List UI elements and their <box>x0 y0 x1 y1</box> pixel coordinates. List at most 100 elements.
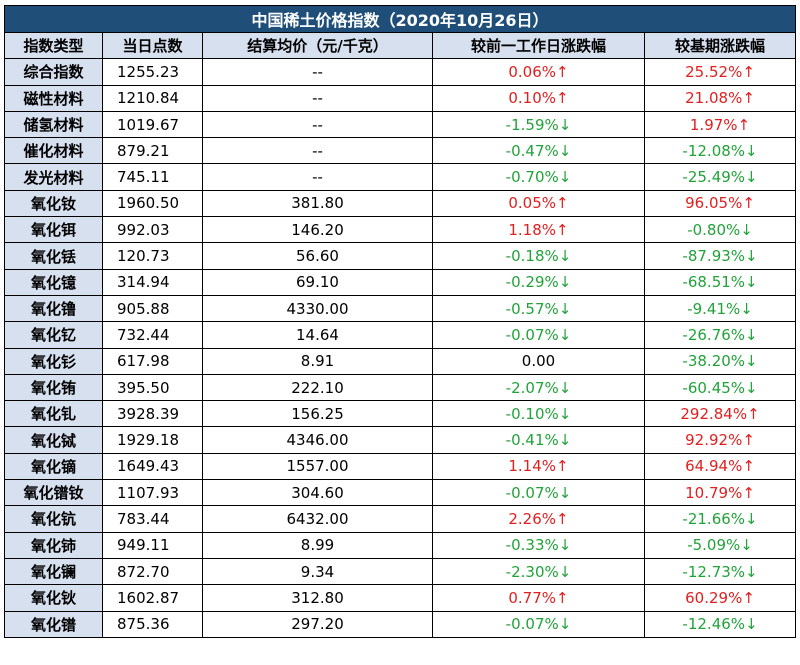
table-row: 氧化钐 617.98 8.91 0.00 -38.20%↓ <box>4 347 797 375</box>
cell-settlement-average: 56.60 <box>202 242 433 270</box>
cell-base-change: 92.92%↑ <box>643 426 797 454</box>
cell-base-change: -12.46%↓ <box>643 610 797 638</box>
cell-settlement-average: 304.60 <box>202 479 433 507</box>
cell-base-change: -60.45%↓ <box>643 373 797 402</box>
cell-base-change: -5.09%↓ <box>643 531 797 559</box>
table-row: 氧化钕 1960.50 381.80 0.05%↑ 96.05%↑ <box>4 189 797 218</box>
cell-base-change: 1.97%↑ <box>643 110 797 139</box>
table-row: 氧化镥 905.88 4330.00 -0.57%↓ -9.41%↓ <box>4 294 797 323</box>
cell-daily-points: 872.70 <box>102 557 203 586</box>
cell-base-change: -12.73%↓ <box>643 557 797 586</box>
cell-index-type: 氧化镧 <box>4 557 103 586</box>
cell-index-type: 氧化镝 <box>4 452 103 481</box>
cell-settlement-average: 4346.00 <box>202 426 433 454</box>
table-row: 氧化铕 395.50 222.10 -2.07%↓ -60.45%↓ <box>4 373 797 402</box>
cell-day-change: -0.07%↓ <box>432 321 645 349</box>
cell-settlement-average: 69.10 <box>202 268 433 296</box>
cell-day-change: 2.26%↑ <box>432 505 645 533</box>
cell-settlement-average: 222.10 <box>202 373 433 402</box>
cell-base-change: 25.52%↑ <box>643 58 797 86</box>
cell-index-type: 氧化铈 <box>4 531 103 559</box>
table-row: 氧化钪 783.44 6432.00 2.26%↑ -21.66%↓ <box>4 505 797 533</box>
table-row: 发光材料 745.11 -- -0.70%↓ -25.49%↓ <box>4 163 797 191</box>
cell-base-change: -25.49%↓ <box>643 163 797 191</box>
cell-day-change: 0.05%↑ <box>432 189 645 218</box>
cell-settlement-average: -- <box>202 163 433 191</box>
cell-index-type: 氧化钇 <box>4 321 103 349</box>
table-row: 氧化钬 1602.87 312.80 0.77%↑ 60.29%↑ <box>4 584 797 612</box>
cell-index-type: 氧化钐 <box>4 347 103 375</box>
cell-index-type: 氧化镨 <box>4 610 103 638</box>
cell-day-change: -0.29%↓ <box>432 268 645 296</box>
cell-base-change: 21.08%↑ <box>643 84 797 112</box>
cell-daily-points: 905.88 <box>102 294 203 323</box>
cell-daily-points: 1960.50 <box>102 189 203 218</box>
header-daily-points: 当日点数 <box>102 31 203 60</box>
cell-daily-points: 875.36 <box>102 610 203 638</box>
cell-settlement-average: 9.34 <box>202 557 433 586</box>
cell-settlement-average: -- <box>202 110 433 139</box>
cell-daily-points: 395.50 <box>102 373 203 402</box>
cell-settlement-average: 156.25 <box>202 400 433 428</box>
cell-day-change: -0.47%↓ <box>432 137 645 165</box>
table-row: 氧化镱 314.94 69.10 -0.29%↓ -68.51%↓ <box>4 268 797 296</box>
table-title: 中国稀土价格指数（2020年10月26日） <box>3 5 797 33</box>
cell-index-type: 氧化铕 <box>4 373 103 402</box>
cell-day-change: 0.00 <box>432 347 645 375</box>
cell-index-type: 氧化钕 <box>4 189 103 218</box>
cell-day-change: -1.59%↓ <box>432 110 645 139</box>
cell-settlement-average: 8.99 <box>202 531 433 559</box>
cell-settlement-average: 4330.00 <box>202 294 433 323</box>
cell-day-change: 0.06%↑ <box>432 58 645 86</box>
cell-settlement-average: 8.91 <box>202 347 433 375</box>
cell-daily-points: 3928.39 <box>102 400 203 428</box>
table-row: 催化材料 879.21 -- -0.47%↓ -12.08%↓ <box>4 137 797 165</box>
cell-base-change: -26.76%↓ <box>643 321 797 349</box>
table-row: 氧化铈 949.11 8.99 -0.33%↓ -5.09%↓ <box>4 531 797 559</box>
cell-day-change: -0.33%↓ <box>432 531 645 559</box>
cell-base-change: -12.08%↓ <box>643 137 797 165</box>
cell-daily-points: 992.03 <box>102 216 203 244</box>
header-base-change: 较基期涨跌幅 <box>643 31 797 60</box>
cell-base-change: 10.79%↑ <box>643 479 797 507</box>
cell-daily-points: 1107.93 <box>102 479 203 507</box>
cell-base-change: -68.51%↓ <box>643 268 797 296</box>
table-row: 氧化镨钕 1107.93 304.60 -0.07%↓ 10.79%↑ <box>4 479 797 507</box>
cell-daily-points: 617.98 <box>102 347 203 375</box>
cell-day-change: -0.57%↓ <box>432 294 645 323</box>
cell-settlement-average: -- <box>202 84 433 112</box>
cell-day-change: -0.07%↓ <box>432 610 645 638</box>
table-row: 氧化镧 872.70 9.34 -2.30%↓ -12.73%↓ <box>4 557 797 586</box>
cell-daily-points: 1019.67 <box>102 110 203 139</box>
cell-index-type: 氧化镨钕 <box>4 479 103 507</box>
cell-day-change: -2.07%↓ <box>432 373 645 402</box>
table-body: 综合指数 1255.23 -- 0.06%↑ 25.52%↑ 磁性材料 1210.84 -- 0… <box>4 58 797 638</box>
cell-base-change: -21.66%↓ <box>643 505 797 533</box>
table-row: 氧化钇 732.44 14.64 -0.07%↓ -26.76%↓ <box>4 321 797 349</box>
cell-settlement-average: 146.20 <box>202 216 433 244</box>
cell-settlement-average: 6432.00 <box>202 505 433 533</box>
cell-index-type: 磁性材料 <box>4 84 103 112</box>
cell-daily-points: 732.44 <box>102 321 203 349</box>
header-settlement-average: 结算均价（元/千克） <box>202 31 433 60</box>
cell-index-type: 氧化镥 <box>4 294 103 323</box>
cell-day-change: -0.70%↓ <box>432 163 645 191</box>
table-row: 氧化钆 3928.39 156.25 -0.10%↓ 292.84%↑ <box>4 400 797 428</box>
cell-day-change: 0.10%↑ <box>432 84 645 112</box>
cell-index-type: 氧化铒 <box>4 216 103 244</box>
table-row: 氧化镨 875.36 297.20 -0.07%↓ -12.46%↓ <box>4 610 797 638</box>
cell-base-change: -9.41%↓ <box>643 294 797 323</box>
cell-index-type: 氧化钪 <box>4 505 103 533</box>
cell-day-change: 0.77%↑ <box>432 584 645 612</box>
price-index-table: 中国稀土价格指数（2020年10月26日） 指数类型 当日点数 结算均价（元/千… <box>3 5 797 638</box>
cell-daily-points: 1649.43 <box>102 452 203 481</box>
cell-day-change: 1.18%↑ <box>432 216 645 244</box>
cell-daily-points: 745.11 <box>102 163 203 191</box>
cell-daily-points: 1929.18 <box>102 426 203 454</box>
cell-base-change: 96.05%↑ <box>643 189 797 218</box>
header-day-change: 较前一工作日涨跌幅 <box>432 31 645 60</box>
cell-index-type: 催化材料 <box>4 137 103 165</box>
cell-settlement-average: -- <box>202 58 433 86</box>
header-row: 指数类型 当日点数 结算均价（元/千克） 较前一工作日涨跌幅 较基期涨跌幅 <box>4 31 797 60</box>
cell-index-type: 发光材料 <box>4 163 103 191</box>
